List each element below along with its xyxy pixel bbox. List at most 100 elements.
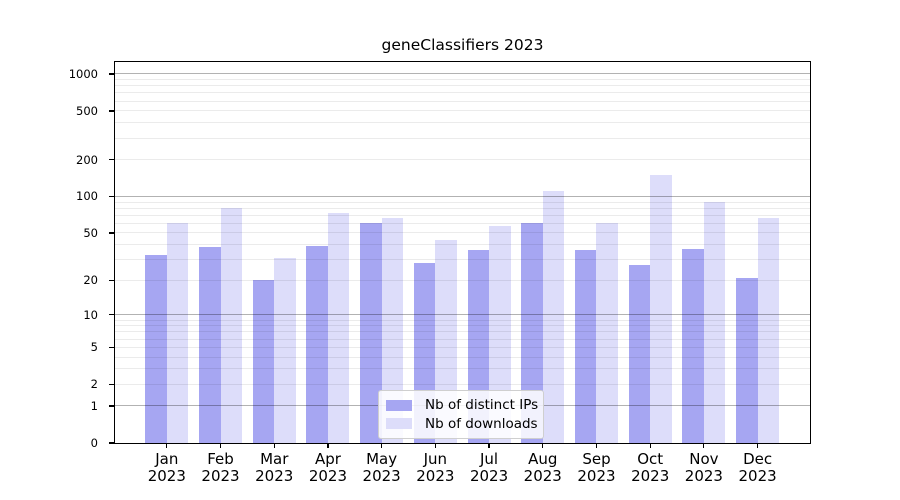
x-tick-label-may-2023: May 2023: [345, 451, 419, 484]
x-tick-month: Jan: [155, 450, 179, 468]
x-tick-mark: [649, 443, 651, 448]
grid-line-minor: [115, 244, 810, 246]
x-tick-mark: [488, 443, 490, 448]
y-tick-mark: [109, 383, 115, 385]
grid-line-major: [115, 195, 810, 197]
grid-line-minor: [115, 92, 810, 94]
x-tick-year: 2023: [684, 466, 723, 485]
y-tick-label-100: 100: [76, 189, 98, 204]
x-tick-year: 2023: [523, 466, 562, 485]
y-tick-mark: [109, 232, 115, 234]
bar-distinct-ips-mar: [252, 280, 275, 443]
x-tick-year: 2023: [308, 466, 348, 485]
x-tick-mark: [166, 443, 168, 448]
grid-line-minor: [115, 214, 810, 216]
grid-line-minor: [115, 110, 810, 112]
grid-line-minor: [115, 137, 810, 139]
grid-line-minor: [115, 325, 810, 327]
plot-area: [115, 62, 810, 443]
y-tick-mark: [109, 195, 115, 198]
y-tick-label-0: 0: [90, 436, 98, 450]
x-tick-mark: [757, 443, 759, 448]
x-tick-month: Jun: [423, 450, 448, 468]
x-tick-month: Mar: [260, 450, 289, 468]
bar-distinct-ips-nov: [682, 248, 704, 443]
grid-line-minor: [115, 319, 810, 321]
grid-line-minor: [115, 356, 810, 358]
x-tick-label-dec-2023: Dec 2023: [721, 451, 795, 484]
bar-distinct-ips-aug: [521, 223, 543, 443]
x-tick-month: Feb: [207, 450, 234, 468]
bar-downloads-apr: [327, 213, 350, 443]
grid-line-minor: [115, 122, 810, 124]
grid-line-minor: [115, 79, 810, 81]
x-tick-year: 2023: [147, 466, 186, 485]
x-tick-label-jan-2023: Jan 2023: [130, 451, 204, 484]
x-tick-year: 2023: [469, 466, 509, 485]
x-tick-mark: [434, 443, 436, 448]
y-tick-label-200: 200: [76, 152, 98, 167]
bar-downloads-jul: [489, 226, 511, 443]
y-tick-label-500: 500: [76, 103, 98, 118]
x-tick-mark: [542, 443, 544, 448]
y-tick-mark: [109, 73, 115, 75]
grid-line-minor: [115, 383, 810, 385]
x-tick-month: Aug: [528, 450, 558, 468]
legend-label-distinct-ips: Nb of distinct IPs: [425, 397, 539, 414]
bar-distinct-ips-oct: [628, 264, 651, 443]
legend-swatch-downloads: [386, 418, 412, 430]
x-tick-year: 2023: [201, 466, 240, 485]
bar-downloads-feb: [220, 208, 242, 443]
grid-line-minor: [115, 368, 810, 370]
x-tick-label-apr-2023: Apr 2023: [291, 451, 365, 484]
bar-distinct-ips-dec: [736, 277, 758, 443]
grid-line-major: [115, 73, 810, 75]
chart-title: geneClassifiers 2023: [381, 36, 544, 54]
x-tick-label-jun-2023: Jun 2023: [398, 451, 472, 484]
legend-item-downloads: Nb of downloads: [386, 415, 538, 432]
x-tick-label-aug-2023: Aug 2023: [506, 451, 580, 484]
y-tick-label-2: 2: [90, 377, 98, 392]
bar-downloads-may: [381, 218, 404, 443]
x-tick-mark: [327, 443, 329, 448]
y-tick-label-5: 5: [90, 340, 98, 355]
bar-distinct-ips-jan: [145, 254, 167, 443]
x-tick-mark: [219, 443, 222, 448]
x-tick-mark: [703, 443, 705, 448]
bar-downloads-mar: [274, 257, 296, 443]
bar-downloads-dec: [757, 217, 780, 443]
grid-line-minor: [115, 279, 810, 281]
x-tick-mark: [381, 443, 383, 448]
grid-line-minor: [115, 338, 810, 340]
y-tick-label-1: 1: [90, 398, 98, 413]
bar-distinct-ips-sep: [574, 250, 597, 443]
x-tick-label-oct-2023: Oct 2023: [613, 451, 687, 484]
grid-line-minor: [115, 201, 810, 203]
grid-line-major: [115, 314, 810, 316]
grid-line-minor: [115, 346, 810, 348]
legend-label-downloads: Nb of downloads: [425, 415, 538, 432]
x-tick-label-jul-2023: Jul 2023: [452, 451, 526, 484]
y-tick-mark: [109, 279, 115, 281]
x-tick-month: Oct: [637, 450, 664, 468]
bar-downloads-aug: [542, 190, 565, 443]
x-tick-label-feb-2023: Feb 2023: [184, 451, 258, 484]
x-tick-mark: [273, 443, 275, 448]
legend: Nb of distinct IPs Nb of downloads: [378, 390, 544, 439]
grid-line-minor: [115, 222, 810, 224]
x-tick-mark: [595, 443, 598, 448]
x-tick-year: 2023: [577, 466, 616, 485]
x-tick-month: Dec: [743, 450, 773, 468]
bar-distinct-ips-feb: [199, 247, 221, 443]
y-tick-label-1000: 1000: [68, 66, 98, 81]
bar-distinct-ips-apr: [306, 245, 328, 443]
bar-downloads-oct: [650, 174, 672, 443]
x-tick-year: 2023: [362, 466, 401, 485]
y-tick-label-50: 50: [83, 225, 98, 240]
x-tick-year: 2023: [416, 466, 455, 485]
x-tick-year: 2023: [738, 466, 777, 485]
x-tick-year: 2023: [255, 466, 294, 485]
x-tick-year: 2023: [631, 466, 670, 485]
grid-layer: [115, 62, 810, 443]
